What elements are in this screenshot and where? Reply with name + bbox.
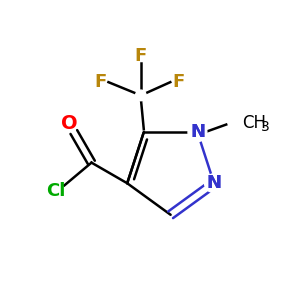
- Circle shape: [188, 123, 207, 142]
- Text: N: N: [206, 174, 221, 192]
- Text: F: F: [94, 73, 106, 91]
- Text: O: O: [61, 114, 78, 133]
- Text: F: F: [172, 73, 185, 91]
- Text: Cl: Cl: [46, 182, 66, 200]
- Circle shape: [205, 174, 224, 193]
- Text: N: N: [190, 123, 205, 141]
- Circle shape: [136, 90, 146, 101]
- Text: N: N: [206, 174, 221, 192]
- Text: F: F: [135, 47, 147, 65]
- Text: CH: CH: [242, 114, 266, 132]
- Text: 3: 3: [261, 120, 269, 134]
- Text: N: N: [190, 123, 205, 141]
